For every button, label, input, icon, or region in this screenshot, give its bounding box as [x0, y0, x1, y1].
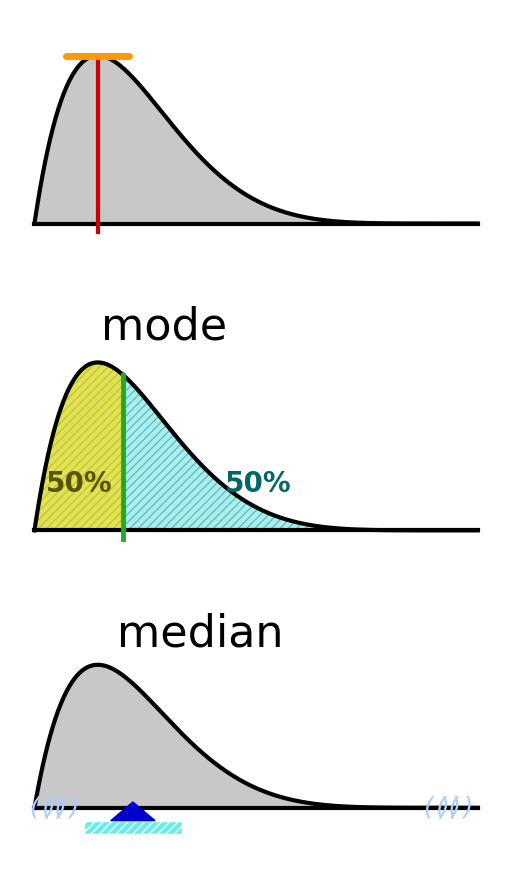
Bar — [84, 821, 182, 833]
Text: ( ( (: ( ( ( — [424, 795, 459, 818]
Text: median: median — [117, 612, 284, 655]
Text: mode: mode — [101, 305, 227, 348]
Text: ( ( (: ( ( ( — [30, 795, 65, 818]
Bar — [84, 821, 182, 833]
Text: ) ) ): ) ) ) — [46, 795, 80, 818]
Text: 50%: 50% — [46, 470, 112, 498]
Polygon shape — [111, 802, 155, 821]
Text: ) ) ): ) ) ) — [440, 795, 474, 818]
Text: 50%: 50% — [225, 470, 291, 498]
